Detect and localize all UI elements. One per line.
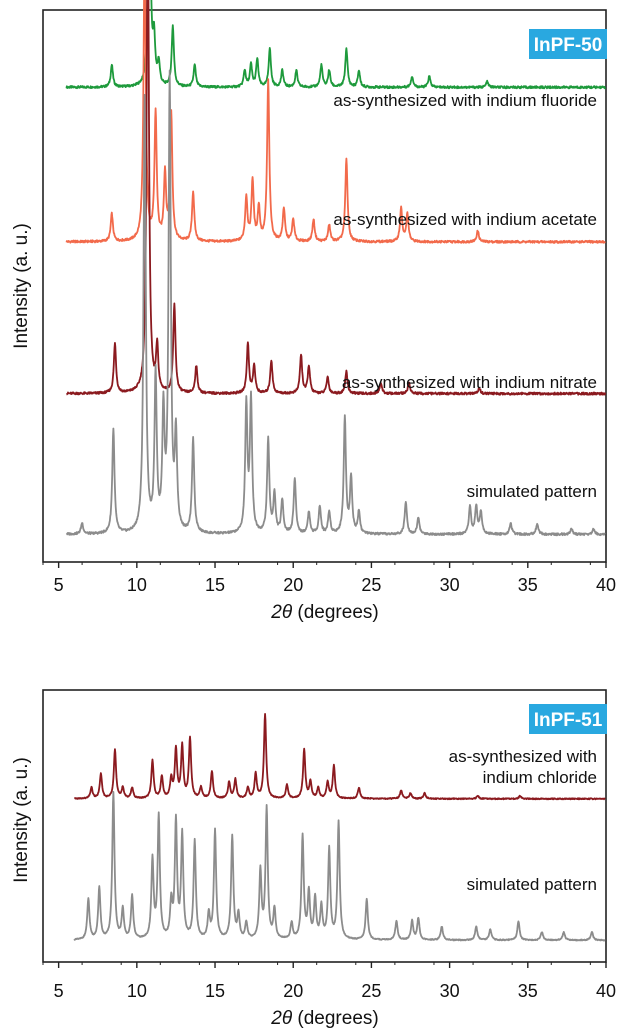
series-group: [73, 712, 606, 942]
series-line: [65, 0, 606, 244]
panel-inpf-50: InPF-50 5 10 15 20 25 30 35 40 Intensity (a. u.…: [11, 0, 616, 623]
x-tick-label: 20: [283, 981, 303, 1001]
series-line: [65, 0, 607, 90]
x-tick-label: 10: [127, 981, 147, 1001]
badge-label: InPF-50: [534, 35, 603, 56]
x-axis-ticks: 5 10 15 20 25 30 35 40: [42, 562, 616, 595]
series-label-simulated: simulated pattern: [467, 875, 597, 894]
series-label-acetate: as-synthesized with indium acetate: [333, 210, 597, 229]
plot-frame: [42, 9, 607, 563]
series-line: [65, 69, 606, 537]
series-label-fluoride: as-synthesized with indium fluoride: [333, 91, 597, 110]
x-tick-label: 40: [596, 575, 616, 595]
series-group: [65, 0, 607, 537]
x-axis-label: 2θ (degrees): [270, 602, 378, 623]
x-tick-label: 25: [361, 981, 381, 1001]
x-tick-label: 15: [205, 981, 225, 1001]
plot-frame: [42, 689, 607, 963]
x-axis-label: 2θ (degrees): [270, 1008, 378, 1029]
x-tick-label: 25: [361, 575, 381, 595]
badge-background: [529, 29, 607, 59]
x-tick-label: 5: [54, 575, 64, 595]
y-axis-label: Intensity (a. u.): [11, 223, 32, 349]
badge-label: InPF-51: [534, 710, 603, 731]
x-tick-label: 30: [440, 981, 460, 1001]
y-axis-label: Intensity (a. u.): [11, 757, 32, 883]
x-tick-label: 5: [54, 981, 64, 1001]
series-label-simulated: simulated pattern: [467, 482, 597, 501]
series-line: [73, 712, 606, 801]
series-label-nitrate: as-synthesized with indium nitrate: [342, 373, 597, 392]
x-tick-label: 20: [283, 575, 303, 595]
x-tick-label: 15: [205, 575, 225, 595]
series-line: [73, 791, 606, 942]
x-tick-label: 10: [127, 575, 147, 595]
x-tick-label: 40: [596, 981, 616, 1001]
panel-inpf-51: InPF-51 5 10 15 20 25 30 35 40 Intensity (a. u.…: [11, 689, 616, 1029]
badge-background: [529, 704, 607, 734]
series-line: [65, 0, 607, 396]
series-label-chloride-line2: indium chloride: [483, 768, 597, 787]
x-axis-ticks: 5 10 15 20 25 30 35 40: [42, 962, 616, 1001]
x-tick-label: 30: [440, 575, 460, 595]
series-label-chloride-line1: as-synthesized with: [449, 747, 597, 766]
x-tick-label: 35: [518, 575, 538, 595]
x-tick-label: 35: [518, 981, 538, 1001]
